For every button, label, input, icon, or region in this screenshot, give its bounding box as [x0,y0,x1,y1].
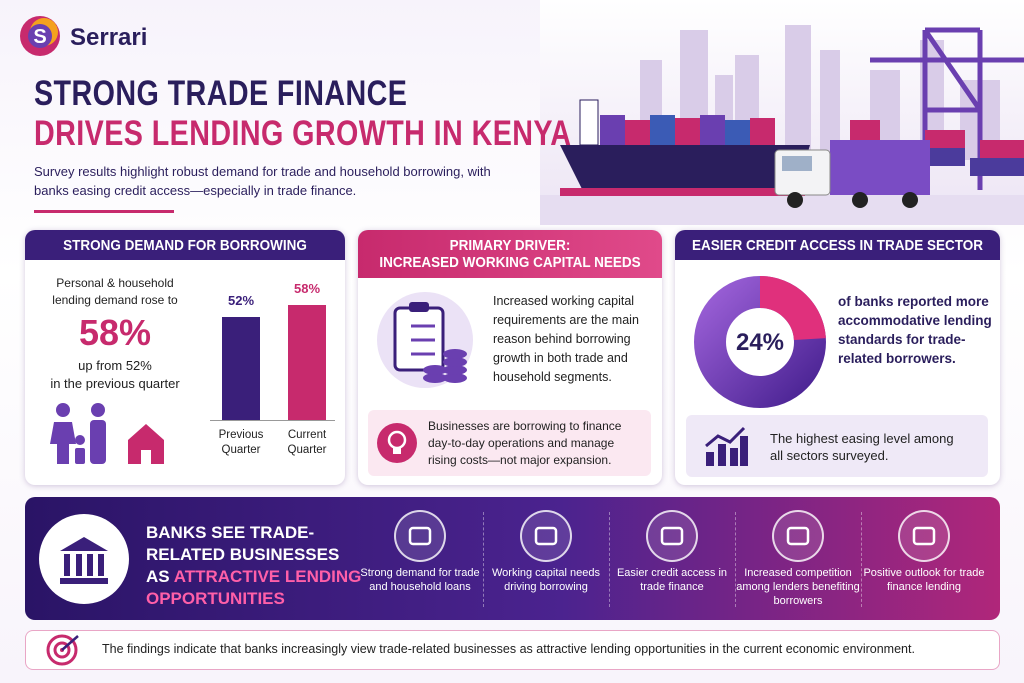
intro: Personal & household lending demand rose… [52,276,178,307]
bar-category-label: Current Quarter [287,429,327,456]
port-illustration [540,0,1024,225]
donut-chart: 24% [694,276,826,408]
item-divider [735,512,736,607]
credit-note: The highest easing level among all secto… [770,431,954,463]
banner-title: BANKS SEE TRADE-RELATED BUSINESSES AS AT… [146,522,366,610]
item-label: Easier credit access in trade finance [616,567,728,593]
credit-body: of banks reported more accommodative len… [838,294,992,366]
banner-highlight: ATTRACTIVE LENDING OPPORTUNITIES [146,567,362,608]
bar-value-label: 58% [293,281,321,296]
item-label: Increased competition among lenders bene… [736,567,860,607]
footer-box [25,630,1000,670]
panel-header: PRIMARY DRIVER: INCREASED WORKING CAPITA… [358,230,662,278]
donut-label: 24% [736,329,784,356]
logo-mark: S [20,16,60,56]
item-icon [520,510,572,562]
bar [222,316,260,420]
title-line-2: DRIVES LENDING GROWTH IN KENYA [34,114,572,153]
panel-title: EASIER CREDIT ACCESS IN TRADE SECTOR [691,236,984,254]
banner [25,497,1000,620]
brand-name: Serrari [70,24,148,51]
driver-note: Businesses are borrowing to finance day-… [428,419,622,467]
icon-bank [660,526,684,546]
clipboard-icon [377,292,473,388]
panel-header: EASIER CREDIT ACCESS IN TRADE SECTOR [675,230,1000,260]
item-divider [483,512,484,607]
icon-shape [408,526,432,546]
icon-coins [534,526,558,546]
note-box [686,415,988,477]
divider [34,210,174,213]
bank-icon [39,514,129,604]
footer-text: The findings indicate that banks increas… [102,642,915,656]
bar-value-label: 52% [227,292,255,308]
icon-chart [912,526,936,546]
item-icon [898,510,950,562]
target-icon [46,634,79,666]
banner-title-text: BANKS SEE TRADE-RELATED BUSINESSES AS [146,523,340,586]
icon-shape [534,526,558,546]
icon-people [786,526,810,546]
icon-handshake [408,526,432,546]
panel-header: STRONG DEMAND FOR BORROWING [25,230,345,260]
panel-title-line-1: PRIMARY DRIVER: [449,237,571,254]
item-label: Working capital needs driving borrowing [491,567,601,593]
panel-title-line-2: INCREASED WORKING CAPITAL NEEDS [379,254,641,271]
item-divider [861,512,862,607]
bar [288,305,326,420]
item-divider [609,512,610,607]
panel-title: STRONG DEMAND FOR BORROWING [63,236,307,254]
svg-text:S: S [33,26,46,48]
bulb-icon [377,423,417,463]
bar-category-label: Previous Quarter [218,429,264,456]
icon-shape [786,526,810,546]
donut-segment [694,276,826,408]
icon-shape [912,526,936,546]
bar-chart: 52% Previous Quarter 58% Current Quarter [205,265,345,465]
growth-icon [705,426,748,466]
baseline [210,420,335,421]
big-value: 58% [78,312,152,353]
item-icon [772,510,824,562]
item-label: Strong demand for trade and household lo… [360,567,480,593]
title-line-1: STRONG TRADE FINANCE [34,74,408,113]
driver-body: Increased working capital requirements a… [493,294,639,384]
item-icon [646,510,698,562]
icon-shape [660,526,684,546]
from-text: up from 52% [78,358,152,373]
subtitle: Survey results highlight robust demand f… [34,164,491,198]
family-icon [50,403,164,464]
period-text: in the previous quarter [50,376,180,391]
item-icon [394,510,446,562]
item-label: Positive outlook for trade finance lendi… [863,567,985,593]
